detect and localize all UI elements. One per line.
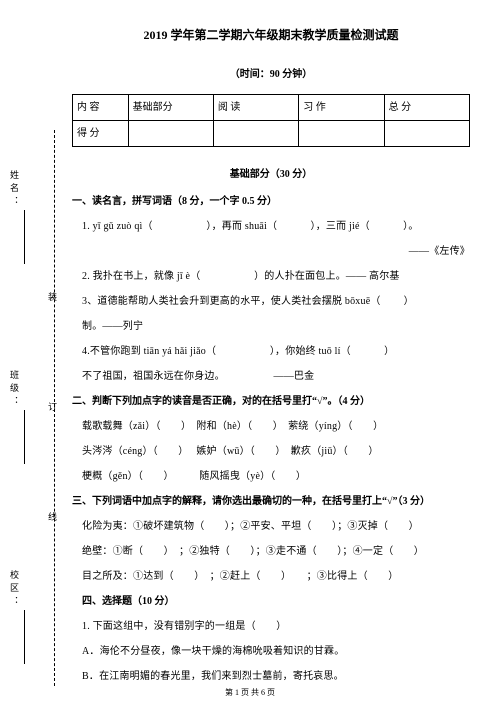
cell-blank — [213, 120, 298, 146]
q1-1d: ）。 — [403, 221, 418, 232]
mark-zhuang: 装 — [48, 290, 57, 303]
q3-heading: 三、下列词语中加点字的解释，请你选出最确切的一种，在括号里打上“√”（3 分） — [72, 492, 470, 511]
cell-writing: 习 作 — [299, 94, 384, 120]
label-class: 班级： — [8, 370, 21, 409]
q1-heading: 一、读名言，拼写词语（8 分，一个字 0.5 分） — [72, 192, 470, 211]
q1-line3: 3、道德能帮助人类社会升到更高的水平，使人类社会摆脱 bōxuē（ ） — [72, 292, 470, 311]
q1-4d: 不了祖国，祖国永远在你身边。 ——巴金 — [72, 367, 470, 386]
cell-basic: 基础部分 — [128, 94, 213, 120]
exam-title: 2019 学年第二学期六年级期末教学质量检测试题 — [72, 24, 470, 47]
page-footer: 第 1 页 共 6 页 — [0, 687, 500, 698]
q2-1: 载歌载舞（zǎi）（ ） 附和（hè）（ ） 萦绕（yíng）（ ） — [72, 417, 470, 436]
q1-4c: ） — [384, 346, 394, 357]
q3-1: 化险为夷：①破坏建筑物（ ）；②平安、平坦（ ）；③灭掉（ ） — [72, 517, 470, 536]
cell-score-label: 得 分 — [73, 120, 129, 146]
mark-xian: 线 — [48, 510, 57, 523]
underline-name — [24, 210, 25, 264]
label-school: 校区： — [8, 570, 21, 609]
q4-heading: 四、选择题（10 分） — [72, 592, 470, 611]
q1-4src: ——巴金 — [274, 371, 315, 382]
cell-content-label: 内 容 — [73, 94, 129, 120]
q2-2: 头涔涔（céng）（ ） 嫉妒（wū）（ ） 歉疚（jiū）（ ） — [72, 442, 470, 461]
cell-total: 总 分 — [384, 94, 469, 120]
q1-2a: 2. 我扑在书上，就像 jī è（ — [82, 271, 200, 282]
q1-src1: ——《左传》 — [72, 242, 470, 261]
q4-a: A．海伦不分昼夜，像一块干燥的海棉吮吸着知识的甘霖。 — [72, 642, 470, 661]
q1-4d-text: 不了祖国，祖国永远在你身边。 — [82, 371, 220, 382]
q1-line4: 4.不管你跑到 tiān yá hǎi jiǎo（ ），你始终 tuō lí（ … — [72, 342, 470, 361]
q1-3a: 3、道德能帮助人类社会升到更高的水平，使人类社会摆脱 bōxuē（ — [82, 296, 381, 307]
page-content: 2019 学年第二学期六年级期末教学质量检测试题 （时间：90 分钟） 内 容 … — [72, 24, 470, 692]
q3-2: 绝壁：①断（ ） ；②独特（ ）；③走不通（ ）；④一定（ ） — [72, 542, 470, 561]
q4-b: B．在江南明媚的春光里，我们来到烈士墓前，寄托哀思。 — [72, 667, 470, 686]
q1-1a: 1. yī gǔ zuò qì（ — [82, 221, 153, 232]
q1-1b: ），再而 shuāi（ — [206, 221, 277, 232]
exam-subtitle: （时间：90 分钟） — [72, 65, 470, 84]
cell-blank — [384, 120, 469, 146]
underline-class — [24, 410, 25, 464]
cell-blank — [299, 120, 384, 146]
label-name: 姓名： — [8, 170, 21, 209]
section-basic: 基础部分（30 分） — [72, 165, 470, 184]
q2-heading: 二、判断下列加点字的读音是否正确，对的在括号里打“√”。（4 分） — [72, 392, 470, 411]
underline-school — [24, 610, 25, 664]
score-table: 内 容 基础部分 阅 读 习 作 总 分 得 分 — [72, 94, 470, 147]
cell-reading: 阅 读 — [213, 94, 298, 120]
q1-4b: ），你始终 tuō lí（ — [270, 346, 351, 357]
q1-2b: ）的人扑在面包上。—— 高尔基 — [254, 271, 400, 282]
q1-line2: 2. 我扑在书上，就像 jī è（ ）的人扑在面包上。—— 高尔基 — [72, 267, 470, 286]
q4-0: 1. 下面这组中，没有错别字的一组是（ ） — [72, 617, 470, 636]
q1-3b: ） — [404, 296, 414, 307]
mark-ding: 订 — [48, 400, 57, 413]
binding-gutter: 姓名： 装 班级： 订 线 校区： — [0, 0, 72, 706]
q1-line1: 1. yī gǔ zuò qì（ ），再而 shuāi（ ），三而 jié（ ）… — [72, 217, 470, 236]
q1-1c: ），三而 jié（ — [311, 221, 370, 232]
q1-4a: 4.不管你跑到 tiān yá hǎi jiǎo（ — [82, 346, 216, 357]
table-row: 得 分 — [73, 120, 470, 146]
cell-blank — [128, 120, 213, 146]
q3-3: 目之所及：①达到（ ） ；②赶上（ ） ；③比得上（ ） — [72, 567, 470, 586]
q2-3: 梗概（gěn）（ ） 随风摇曳（yè）（ ） — [72, 467, 470, 486]
table-row: 内 容 基础部分 阅 读 习 作 总 分 — [73, 94, 470, 120]
q1-3c: 制。——列宁 — [72, 317, 470, 336]
